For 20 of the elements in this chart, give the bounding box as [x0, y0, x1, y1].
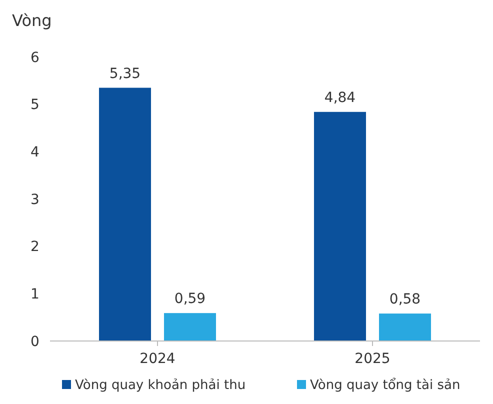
- bar: [99, 88, 151, 341]
- y-tick-label: 2: [30, 239, 40, 256]
- data-label: 5,35: [109, 66, 141, 82]
- y-tick-label: 5: [30, 97, 40, 114]
- x-tick-label: 2025: [354, 351, 390, 367]
- bar: [164, 313, 216, 341]
- data-label: 0,58: [389, 292, 421, 308]
- y-tick-label: 0: [30, 334, 40, 350]
- x-tick-label: 2024: [140, 351, 176, 367]
- y-axis-title: Vòng: [12, 11, 52, 30]
- data-label: 4,84: [324, 90, 356, 106]
- data-label: 0,59: [174, 291, 206, 308]
- y-tick-label: 3: [30, 192, 40, 208]
- bar: [379, 314, 431, 341]
- bar: [314, 112, 366, 341]
- legend-label: Vòng quay tổng tài sản: [310, 377, 460, 393]
- legend-label: Vòng quay khoản phải thu: [75, 378, 246, 393]
- y-tick-label: 1: [30, 286, 40, 303]
- y-tick-label: 6: [30, 50, 40, 66]
- y-tick-label: 4: [30, 144, 40, 161]
